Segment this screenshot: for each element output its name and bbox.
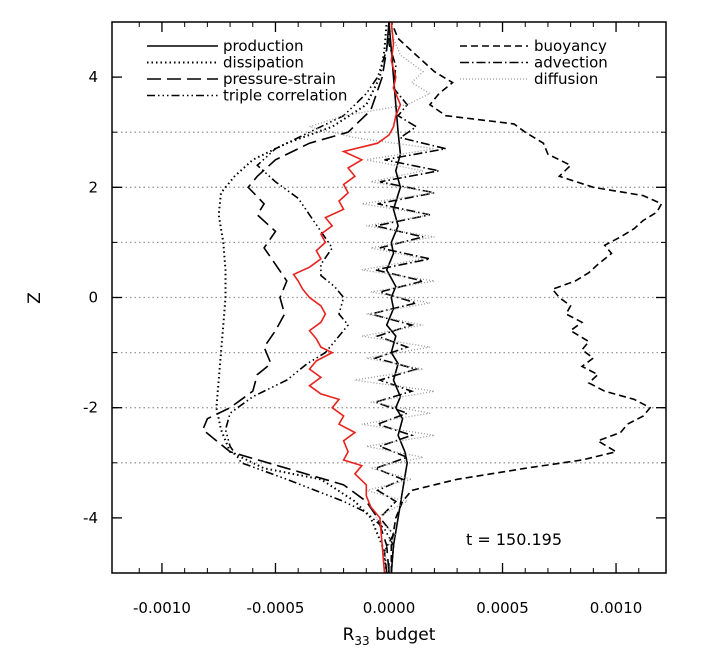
x-tick-label: 0.0005 [476, 599, 529, 617]
x-axis-label-main: R [343, 625, 355, 645]
legend-label-dissipation: dissipation [223, 54, 304, 72]
x-tick-label: 0.0010 [590, 599, 643, 617]
legend-label-triple-correlation: triple correlation [223, 87, 347, 105]
x-tick-label: 0.0000 [363, 599, 416, 617]
series-line-dissipation [215, 21, 388, 574]
series-line-red [292, 21, 402, 574]
x-axis-label: R33 budget [343, 625, 436, 648]
series-line-pressure-strain [201, 21, 390, 574]
x-axis-label-rest: budget [370, 625, 436, 645]
time-annotation: t = 150.195 [466, 530, 562, 549]
legend-label-buoyancy: buoyancy [534, 37, 607, 55]
axis-ticks: -0.0010 -0.0005 0.0000 0.0005 0.0010 -4 -2 0 2 4 [83, 21, 666, 617]
legend-label-advection: advection [534, 54, 608, 72]
series-line-buoyancy [390, 21, 663, 573]
legend-label-diffusion: diffusion [534, 70, 598, 88]
y-tick-label: -4 [83, 509, 98, 527]
legend-label-production: production [223, 37, 304, 55]
x-tick-label: -0.0005 [247, 599, 305, 617]
legend-label-pressure-strain: pressure-strain [223, 70, 336, 88]
series-layer [201, 21, 663, 574]
plot-frame [111, 21, 667, 574]
y-tick-label: 2 [88, 178, 98, 196]
reference-lines [112, 131, 666, 464]
y-tick-label: 4 [88, 68, 98, 86]
x-tick-label: -0.0010 [133, 599, 191, 617]
y-tick-label: -2 [83, 399, 98, 417]
legend: productiondissipationpressure-straintrip… [147, 37, 608, 105]
y-tick-label: 0 [88, 289, 98, 307]
x-axis-label-subscript: 33 [354, 634, 369, 648]
y-axis-label: Z [25, 292, 45, 304]
